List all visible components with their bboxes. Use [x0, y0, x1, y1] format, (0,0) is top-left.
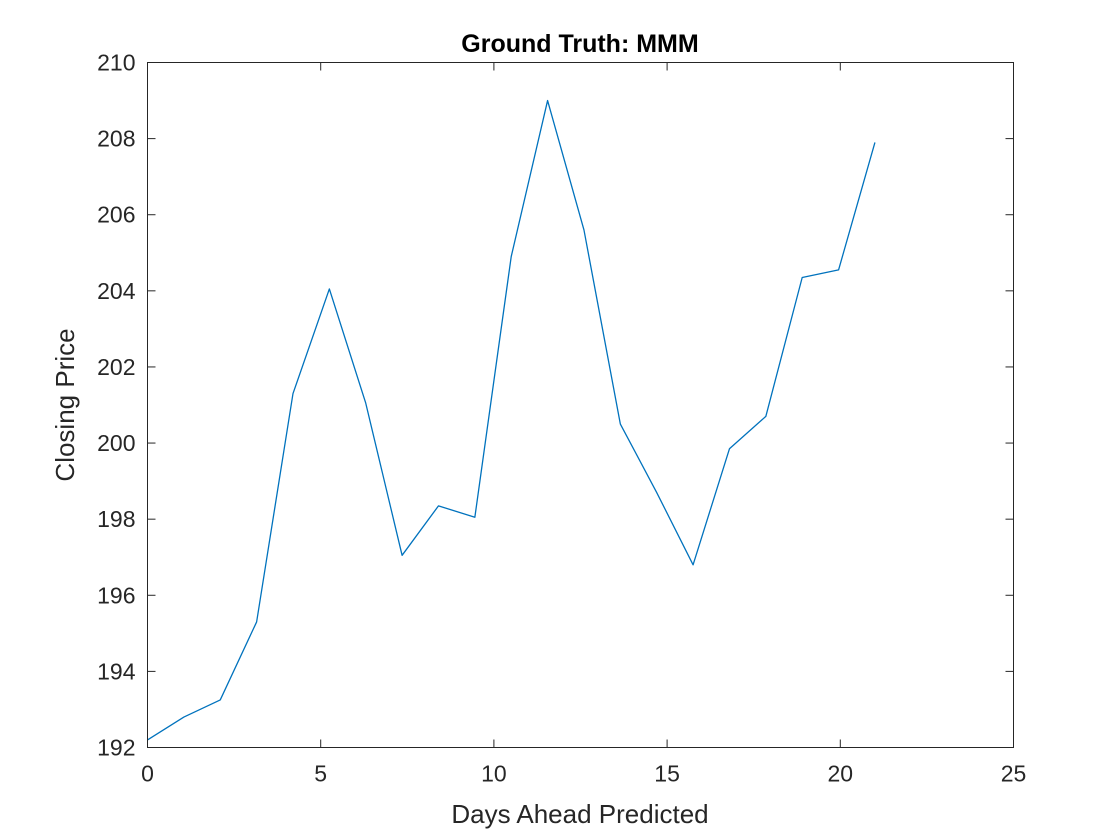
- y-axis: 192 194 196 198 200 202 204 206 208 210: [97, 50, 1014, 761]
- series-line: [147, 99, 876, 741]
- y-tick-label: 194: [97, 658, 136, 684]
- x-axis-label: Days Ahead Predicted: [451, 799, 708, 829]
- x-tick-label: 20: [828, 761, 854, 787]
- x-tick-label: 25: [1001, 761, 1027, 787]
- axes-box: [147, 62, 1014, 748]
- y-axis-label: Closing Price: [50, 328, 80, 481]
- y-tick-label: 206: [97, 202, 135, 228]
- y-tick-label: 210: [97, 50, 135, 76]
- x-tick-label: 10: [481, 761, 507, 787]
- x-tick-label: 0: [141, 761, 154, 787]
- y-tick-label: 192: [97, 735, 135, 761]
- x-axis: 0 5 10 15 20 25: [141, 62, 1027, 787]
- x-tick-label: 5: [314, 761, 327, 787]
- y-tick-label: 198: [97, 506, 135, 532]
- y-tick-label: 208: [97, 126, 135, 152]
- y-tick-label: 202: [97, 354, 135, 380]
- y-tick-label: 204: [97, 278, 136, 304]
- plot-area: 0 5 10 15 20 25 192 194 196 198 200 202 204 206 208 21…: [97, 50, 1026, 787]
- y-tick-label: 196: [97, 582, 135, 608]
- x-tick-label: 15: [654, 761, 680, 787]
- y-tick-label: 200: [97, 430, 135, 456]
- series-layer: [147, 99, 876, 741]
- chart-title: Ground Truth: MMM: [461, 30, 698, 58]
